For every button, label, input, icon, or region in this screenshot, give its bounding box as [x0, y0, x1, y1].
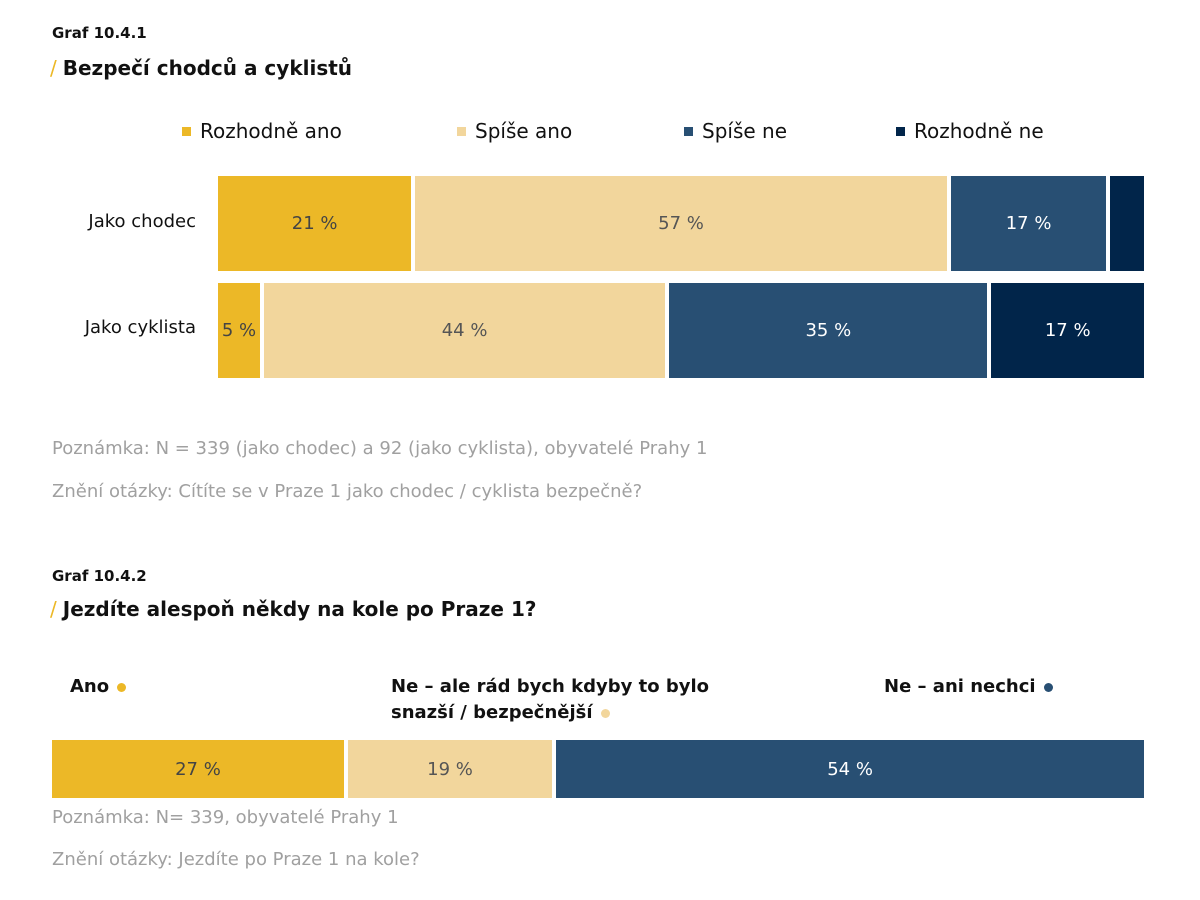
cat-label-text: Ano — [70, 676, 110, 697]
dot-icon — [600, 708, 610, 718]
title-slash-icon: / — [50, 597, 57, 621]
chart1-question: Znění otázky: Cítíte se v Praze 1 jako c… — [52, 481, 643, 502]
legend-square-icon — [684, 126, 693, 136]
bar-value-label: 27 % — [175, 758, 221, 780]
chart1-note: Poznámka: N = 339 (jako chodec) a 92 (ja… — [52, 438, 708, 459]
legend-label: Spíše ne — [702, 119, 788, 143]
bar-value-label: 17 % — [1044, 320, 1091, 341]
legend-label: Spíše ano — [475, 119, 573, 143]
legend-square-icon — [896, 126, 905, 136]
row-label-chodec: Jako chodec — [88, 211, 196, 232]
dot-icon — [117, 682, 127, 692]
bar-segment-1: 21 % — [218, 176, 412, 271]
cat-label-ne-nechci: Ne – ani nechci — [884, 674, 1053, 700]
dot-icon — [1043, 682, 1053, 692]
legend-item-spise-ne: Spíše ne — [684, 119, 787, 143]
chart2-title-text: Jezdíte alespoň někdy na kole po Praze 1… — [62, 597, 537, 621]
bar-value-label: 5 % — [221, 320, 257, 341]
title-slash-icon: / — [50, 56, 57, 80]
bar-segment-1: 27 % — [52, 740, 344, 798]
bar-segment-3: 35 % — [669, 283, 988, 378]
legend-item-rozhodne-ano: Rozhodně ano — [182, 119, 342, 143]
chart1-title: / Bezpečí chodců a cyklistů — [50, 56, 352, 80]
bar-value-label: 17 % — [1005, 213, 1052, 234]
chart2-title: / Jezdíte alespoň někdy na kole po Praze … — [50, 597, 536, 621]
bar-segment-4: 17 % — [991, 283, 1144, 378]
chart2-number: Graf 10.4.2 — [52, 567, 147, 585]
cat-label-text: Ne – ale rád bych kdyby to bylo snazší /… — [391, 676, 710, 723]
bar-value-label: 19 % — [427, 758, 473, 780]
legend-label: Rozhodně ne — [914, 119, 1044, 143]
bar-value-label: 35 % — [805, 320, 852, 341]
legend-square-icon — [457, 126, 466, 136]
legend-square-icon — [182, 126, 191, 136]
bar-segment-2: 44 % — [264, 283, 666, 378]
bar-segment-1: 5 % — [218, 283, 261, 378]
row-label-cyklista: Jako cyklista — [84, 317, 196, 338]
cat-label-ne-rad: Ne – ale rád bych kdyby to bylo snazší /… — [391, 674, 731, 726]
bar-value-label: 21 % — [291, 213, 338, 234]
legend-label: Rozhodně ano — [200, 119, 342, 143]
bar-segment-2: 57 % — [415, 176, 947, 271]
chart2-question: Znění otázky: Jezdíte po Praze 1 na kole… — [52, 849, 420, 870]
bar-value-label: 44 % — [441, 320, 488, 341]
chart1-title-text: Bezpečí chodců a cyklistů — [62, 56, 353, 80]
bar-value-label: 57 % — [658, 213, 704, 234]
bar-segment-3: 54 % — [556, 740, 1144, 798]
bar-value-label: 54 % — [827, 758, 873, 780]
bar-segment-2: 19 % — [347, 740, 553, 798]
bar-segment-4 — [1110, 176, 1144, 271]
bar-segment-3: 17 % — [950, 176, 1107, 271]
cat-label-ano: Ano — [70, 674, 127, 700]
chart2-note: Poznámka: N= 339, obyvatelé Prahy 1 — [52, 807, 399, 828]
chart1-number: Graf 10.4.1 — [52, 24, 147, 42]
legend-item-rozhodne-ne: Rozhodně ne — [896, 119, 1044, 143]
legend-item-spise-ano: Spíše ano — [457, 119, 572, 143]
cat-label-text: Ne – ani nechci — [884, 676, 1036, 697]
